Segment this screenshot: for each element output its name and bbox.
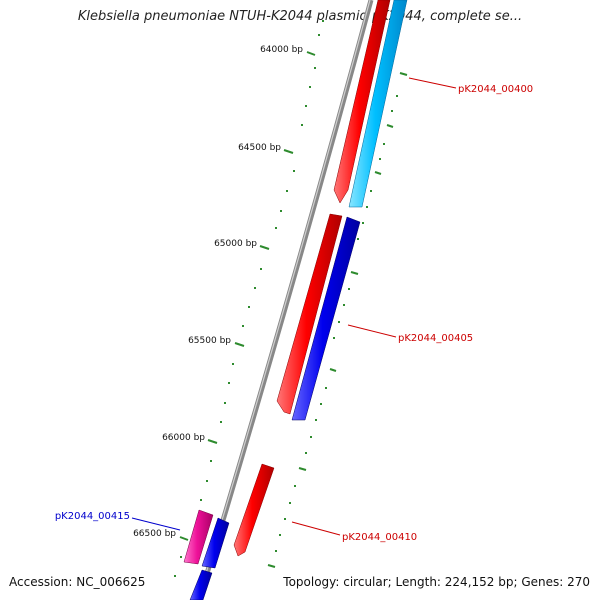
tick-66500: 66500 bp (133, 529, 189, 541)
tick-64500: 64500 bp (238, 143, 294, 154)
gene-feature-blue-bottom[interactable] (189, 569, 213, 600)
gene-callout-00405[interactable]: pK2044_00405 (347, 324, 473, 344)
gene-callout-00400[interactable]: pK2044_00400 (408, 77, 533, 95)
accession-label: Accession: NC_006625 (9, 575, 146, 589)
backbone-highlight (197, 0, 371, 600)
gene-label: pK2044_00410 (342, 532, 417, 543)
outer-tick-marks (267, 72, 408, 568)
topology-summary: Topology: circular; Length: 224,152 bp; … (283, 575, 590, 589)
gene-label: pK2044_00405 (398, 333, 473, 344)
gene-feature-red-00410[interactable] (233, 463, 275, 557)
gene-feature-blue-00415[interactable] (201, 517, 230, 569)
tick-label: 66500 bp (133, 529, 176, 539)
tick-label: 65000 bp (214, 239, 257, 249)
map-title: Klebsiella pneumoniae NTUH-K2044 plasmid… (77, 9, 523, 24)
gene-feature-magenta-00415[interactable] (183, 509, 214, 565)
gene-label: pK2044_00415 (55, 511, 130, 522)
backbone (196, 0, 374, 600)
tick-65500: 65500 bp (188, 336, 245, 347)
tick-label: 66000 bp (162, 433, 205, 443)
gene-feature-blue-00405[interactable] (291, 216, 361, 421)
gene-feature-red-00405[interactable] (276, 213, 343, 415)
tick-dots (174, 20, 324, 577)
gene-feature-red-forward[interactable] (333, 0, 391, 204)
tick-64000: 64000 bp (260, 45, 316, 56)
outer-tick-dots (275, 95, 398, 552)
gene-callout-00410[interactable]: pK2044_00410 (291, 521, 417, 543)
tick-label: 65500 bp (188, 336, 231, 346)
gene-feature-lightblue-forward[interactable] (348, 0, 408, 208)
tick-65000: 65000 bp (214, 239, 270, 250)
gene-label: pK2044_00400 (458, 84, 533, 95)
gene-callout-00415[interactable]: pK2044_00415 (55, 511, 181, 531)
tick-label: 64000 bp (260, 45, 303, 55)
tick-66000: 66000 bp (162, 433, 218, 444)
tick-label: 64500 bp (238, 143, 281, 153)
